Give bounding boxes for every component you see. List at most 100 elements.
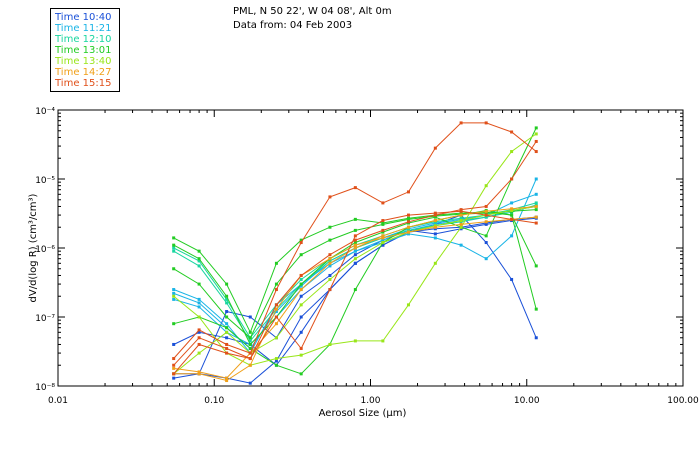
data-point [534,177,538,181]
data-point [197,351,201,355]
data-point [328,195,332,199]
data-point [197,315,201,319]
data-point [172,363,176,367]
data-point [484,234,488,238]
data-point [534,264,538,268]
data-point [534,201,538,205]
data-point [248,357,252,361]
data-point [225,346,229,350]
data-point [433,232,437,236]
data-point [299,294,303,298]
data-point [274,310,278,314]
data-point [353,288,357,292]
data-point [274,359,278,363]
data-point [353,234,357,238]
data-point [534,215,538,219]
data-point [484,184,488,188]
data-point [433,225,437,229]
data-point [510,150,514,154]
data-point [353,246,357,250]
data-point [299,346,303,350]
data-point [299,241,303,245]
data-point [225,326,229,330]
data-point [353,243,357,247]
data-point [534,126,538,130]
data-point [248,315,252,319]
data-point [274,261,278,265]
legend-item-1340: Time 13:40 [55,56,112,67]
data-point [248,351,252,355]
legend-item-1301: Time 13:01 [55,45,112,56]
data-point [484,241,488,245]
y-tick-label: 10⁻⁵ [35,176,55,186]
data-point [534,221,538,225]
data-point [328,261,332,265]
data-point [197,328,201,332]
data-point [381,219,385,223]
data-point [248,363,252,367]
data-point [299,238,303,242]
data-point [274,307,278,311]
data-point [459,222,463,226]
data-point [433,227,437,231]
chart-title: PML, N 50 22', W 04 08', Alt 0m [233,6,392,17]
data-point [433,146,437,150]
data-point [299,284,303,288]
x-tick-label: 1.00 [360,396,380,406]
data-point [299,253,303,257]
data-point [328,264,332,268]
data-point [225,315,229,319]
y-tick-label: 10⁻⁴ [35,107,55,117]
y-tick-label: 10⁻⁸ [35,383,55,393]
data-point [381,201,385,205]
data-point [248,346,252,350]
data-point [274,322,278,326]
data-point [534,336,538,340]
data-point [406,232,410,236]
data-point [510,208,514,212]
data-point [534,192,538,196]
data-point [274,288,278,292]
data-point [534,208,538,212]
data-point [328,259,332,263]
data-point [353,186,357,190]
data-point [459,209,463,213]
data-point [328,288,332,292]
data-point [225,301,229,305]
data-point [510,207,514,211]
data-point [353,249,357,253]
data-point [459,213,463,217]
data-point [328,238,332,242]
data-point [299,282,303,286]
data-point [225,376,229,380]
data-point [406,225,410,229]
legend-item-1210: Time 12:10 [55,34,112,45]
data-point [225,297,229,301]
data-point [172,322,176,326]
data-point [299,330,303,334]
series-line [173,209,537,339]
data-point [353,238,357,242]
data-point [433,219,437,223]
data-point [484,257,488,261]
data-point [225,282,229,286]
data-point [328,257,332,261]
data-point [353,253,357,257]
data-point [248,342,252,346]
data-point [172,376,176,380]
data-point [484,213,488,217]
data-point [510,130,514,134]
data-point [353,217,357,221]
data-point [433,211,437,215]
data-point [328,277,332,281]
data-point [381,236,385,240]
data-point [172,288,176,292]
data-point [197,305,201,309]
data-point [197,342,201,346]
data-point [433,236,437,240]
data-point [172,372,176,376]
data-point [510,234,514,238]
data-point [299,372,303,376]
data-point [433,213,437,217]
data-point [459,216,463,220]
